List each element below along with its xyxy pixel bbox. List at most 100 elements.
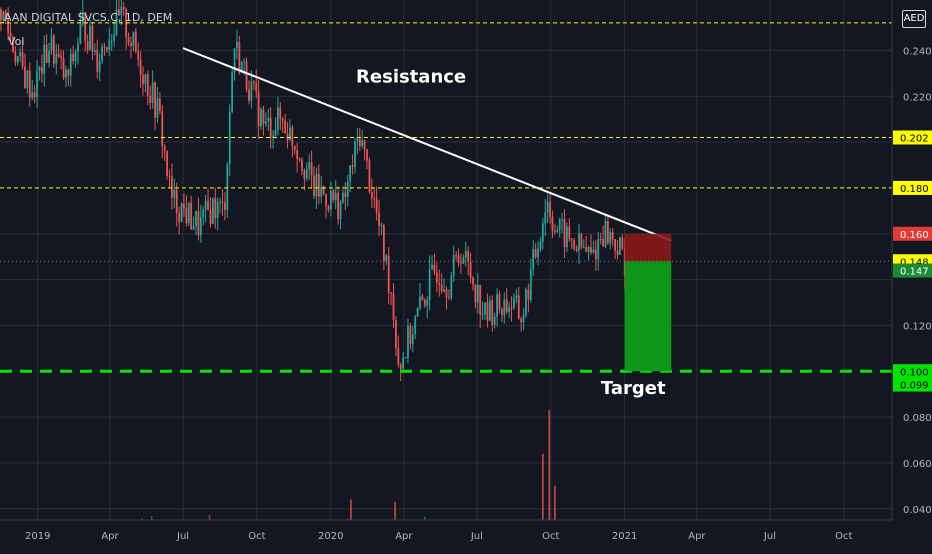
price-tick-label: 0.220 <box>903 92 932 103</box>
candle-body <box>359 139 361 146</box>
candle-body <box>619 238 621 255</box>
price-badge-label: 0.160 <box>900 230 929 241</box>
candle-body <box>169 176 171 177</box>
candle-body <box>142 75 144 84</box>
level-price-label: 0.202 <box>900 134 929 145</box>
candle-body <box>540 242 542 249</box>
candle-body <box>217 202 219 218</box>
level-price-label: 0.180 <box>900 184 929 195</box>
candle-body <box>210 210 212 224</box>
candle-body <box>26 71 28 88</box>
candle-body <box>482 314 484 315</box>
candle-body <box>231 73 233 113</box>
candle-body <box>503 299 505 315</box>
level-price-label: 0.100 <box>900 367 929 378</box>
candle-body <box>535 249 537 257</box>
price-tick-label: 0.060 <box>903 459 932 470</box>
volume-spike-bar <box>554 486 556 520</box>
candle-body <box>39 67 41 70</box>
volume-spike-bar <box>394 502 396 520</box>
candle-body <box>135 32 137 52</box>
candle-body <box>291 127 293 145</box>
candle-body <box>152 83 154 103</box>
candle-body <box>250 82 252 101</box>
candle-body <box>564 219 566 247</box>
candle-body <box>356 139 358 142</box>
candle-body <box>207 201 209 210</box>
candle-body <box>87 41 89 50</box>
candle-body <box>195 211 197 226</box>
candle-body <box>337 193 339 220</box>
candle-body <box>515 295 517 298</box>
candle-body <box>609 232 611 243</box>
candle-body <box>523 315 525 322</box>
candle-body <box>585 247 587 251</box>
candle-body <box>371 192 373 199</box>
candle-body <box>137 51 139 59</box>
candle-body <box>352 165 354 167</box>
candle-body <box>479 285 481 315</box>
candle-body <box>222 201 224 202</box>
candle-body <box>282 119 284 121</box>
time-tick-label: 2020 <box>318 531 343 542</box>
candle-body <box>470 262 472 278</box>
candle-body <box>299 159 301 160</box>
candle-body <box>34 92 36 97</box>
candle-body <box>400 365 402 369</box>
target-annotation: Target <box>601 378 666 399</box>
candle-body <box>205 201 207 210</box>
candle-body <box>89 26 91 50</box>
candle-body <box>130 43 132 46</box>
candle-body <box>157 98 159 117</box>
candle-body <box>22 52 24 67</box>
candle-body <box>381 225 383 226</box>
candle-body <box>67 70 69 76</box>
candle-body <box>494 317 496 325</box>
candle-body <box>462 258 464 264</box>
price-badge-label: 0.147 <box>900 267 929 278</box>
candle-body <box>484 302 486 314</box>
candle-body <box>200 217 202 235</box>
candle-body <box>544 212 546 223</box>
candle-body <box>258 92 260 127</box>
candle-body <box>414 316 416 334</box>
currency-badge[interactable]: AED <box>902 10 926 28</box>
candle-body <box>487 302 489 320</box>
candle-body <box>501 309 503 315</box>
candle-body <box>96 50 98 72</box>
resistance-annotation: Resistance <box>356 67 466 88</box>
candle-body <box>373 199 375 200</box>
candle-body <box>111 41 113 42</box>
candle-body <box>475 284 477 302</box>
candle-body <box>145 74 147 84</box>
volume-spike-bar <box>548 410 550 520</box>
candle-body <box>513 298 515 308</box>
candle-body <box>332 191 334 200</box>
candle-body <box>588 247 590 251</box>
candle-body <box>128 37 130 43</box>
candle-body <box>347 182 349 197</box>
candle-body <box>364 140 366 149</box>
candle-body <box>46 45 48 63</box>
time-tick-label: 2021 <box>612 531 637 542</box>
candle-body <box>378 213 380 226</box>
candle-body <box>294 146 296 150</box>
candle-body <box>77 44 79 52</box>
candle-body <box>311 162 313 175</box>
candle-body <box>202 209 204 217</box>
candle-body <box>549 202 551 217</box>
candle-body <box>385 256 387 261</box>
candle-body <box>593 250 595 253</box>
candle-body <box>14 52 16 63</box>
candle-body <box>607 221 609 243</box>
candle-body <box>532 249 534 270</box>
candle-body <box>590 247 592 252</box>
candle-body <box>405 357 407 358</box>
candle-body <box>597 239 599 259</box>
candle-body <box>48 51 50 63</box>
candle-body <box>75 51 77 61</box>
candle-body <box>395 320 397 348</box>
candle-body <box>123 7 125 9</box>
candle-body <box>149 96 151 103</box>
